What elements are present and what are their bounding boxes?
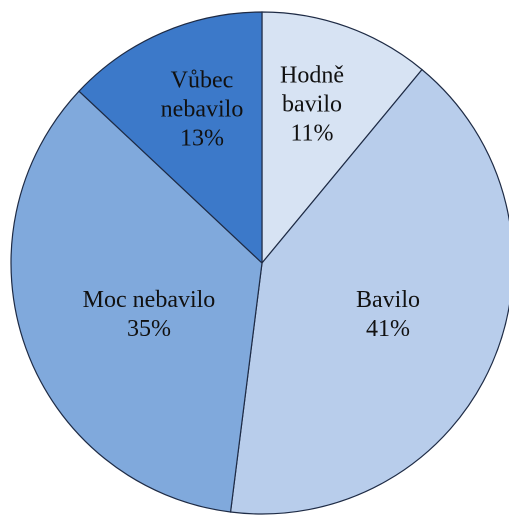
value-label: 41% bbox=[366, 316, 410, 342]
category-label: Hodně bavilo bbox=[280, 62, 344, 118]
category-label: Bavilo bbox=[356, 287, 420, 313]
pie-slice bbox=[78, 11, 263, 265]
category-label: Vůbec nebavilo bbox=[160, 67, 244, 123]
slice-label: Hodně bavilo 11% bbox=[262, 62, 362, 149]
pie-slice bbox=[10, 90, 263, 513]
category-label: Moc nebavilo bbox=[82, 287, 216, 313]
slice-label: Bavilo 41% bbox=[323, 286, 453, 344]
pie-slice bbox=[229, 68, 509, 515]
slice-label: Vůbec nebavilo 13% bbox=[147, 67, 257, 154]
slice-label: Moc nebavilo 35% bbox=[44, 286, 254, 344]
value-label: 13% bbox=[180, 125, 224, 152]
value-label: 35% bbox=[127, 316, 171, 342]
pie-slice bbox=[261, 11, 423, 265]
value-label: 11% bbox=[290, 120, 334, 147]
